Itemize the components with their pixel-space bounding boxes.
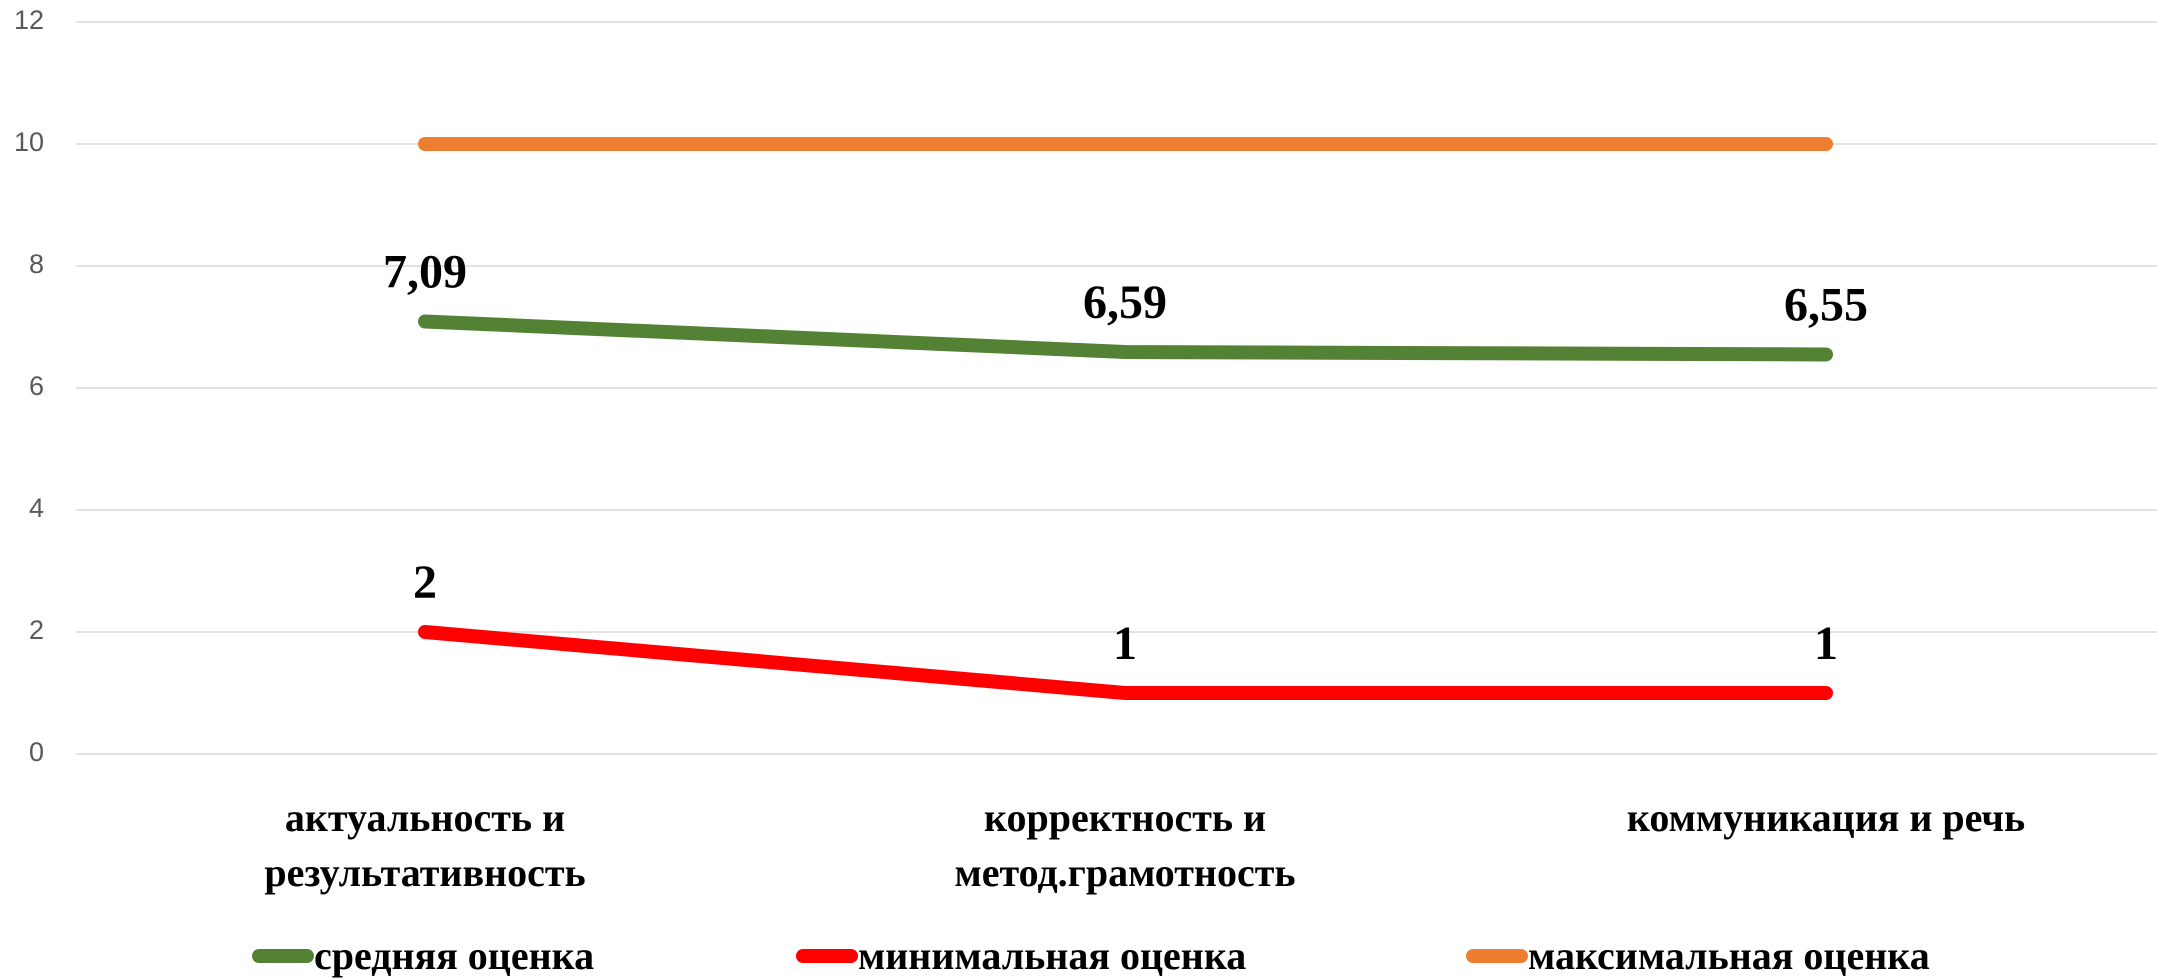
data-label: 6,59 [1083, 276, 1167, 329]
legend-swatch [796, 948, 858, 963]
y-tick-label: 6 [29, 371, 44, 401]
x-tick-label: актуальность и результативность [264, 795, 586, 895]
y-tick-label: 8 [29, 249, 44, 279]
legend-swatch [1466, 948, 1528, 963]
data-label: 2 [413, 556, 437, 609]
data-label: 1 [1814, 617, 1838, 670]
y-tick-label: 10 [14, 127, 44, 157]
y-tick-label: 4 [29, 493, 44, 523]
y-tick-label: 2 [29, 615, 44, 645]
legend-swatch [252, 948, 314, 963]
series-line [418, 625, 1833, 700]
series-line [418, 314, 1833, 362]
legend-item: средняя оценка [252, 932, 594, 979]
data-label: 7,09 [383, 246, 467, 299]
data-label: 1 [1113, 617, 1137, 670]
legend-label: минимальная оценка [858, 933, 1247, 978]
data-label: 6,55 [1784, 278, 1868, 331]
y-tick-label: 0 [29, 737, 44, 767]
legend: средняя оценка минимальная оценка максимал… [0, 932, 2157, 980]
y-tick-label: 12 [14, 5, 44, 35]
legend-item: максимальная оценка [1466, 932, 1930, 979]
legend-item: минимальная оценка [796, 932, 1246, 979]
x-tick-label: коммуникация и речь [1626, 795, 2026, 840]
legend-label: средняя оценка [314, 933, 595, 978]
legend-label: максимальная оценка [1528, 933, 1930, 978]
x-tick-label: корректность и метод.грамотность [954, 795, 1296, 895]
